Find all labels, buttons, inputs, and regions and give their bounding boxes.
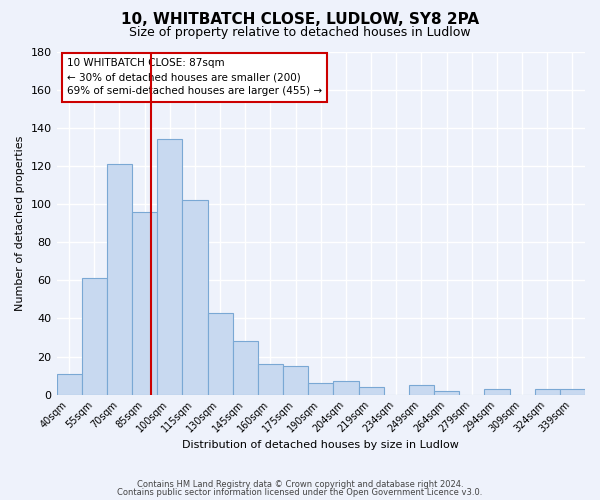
- Bar: [484, 389, 509, 394]
- Bar: [535, 389, 560, 394]
- Bar: [434, 391, 459, 394]
- Bar: [283, 366, 308, 394]
- Text: Contains HM Land Registry data © Crown copyright and database right 2024.: Contains HM Land Registry data © Crown c…: [137, 480, 463, 489]
- Text: Size of property relative to detached houses in Ludlow: Size of property relative to detached ho…: [129, 26, 471, 39]
- Bar: [560, 389, 585, 394]
- Bar: [56, 374, 82, 394]
- Y-axis label: Number of detached properties: Number of detached properties: [15, 136, 25, 311]
- Text: Contains public sector information licensed under the Open Government Licence v3: Contains public sector information licen…: [118, 488, 482, 497]
- Bar: [182, 200, 208, 394]
- Text: 10 WHITBATCH CLOSE: 87sqm
← 30% of detached houses are smaller (200)
69% of semi: 10 WHITBATCH CLOSE: 87sqm ← 30% of detac…: [67, 58, 322, 96]
- Bar: [359, 387, 383, 394]
- Bar: [233, 342, 258, 394]
- Bar: [258, 364, 283, 394]
- Bar: [132, 212, 157, 394]
- Bar: [107, 164, 132, 394]
- Bar: [308, 383, 334, 394]
- Text: 10, WHITBATCH CLOSE, LUDLOW, SY8 2PA: 10, WHITBATCH CLOSE, LUDLOW, SY8 2PA: [121, 12, 479, 28]
- Bar: [409, 385, 434, 394]
- Bar: [82, 278, 107, 394]
- X-axis label: Distribution of detached houses by size in Ludlow: Distribution of detached houses by size …: [182, 440, 459, 450]
- Bar: [208, 312, 233, 394]
- Bar: [334, 382, 359, 394]
- Bar: [157, 139, 182, 394]
